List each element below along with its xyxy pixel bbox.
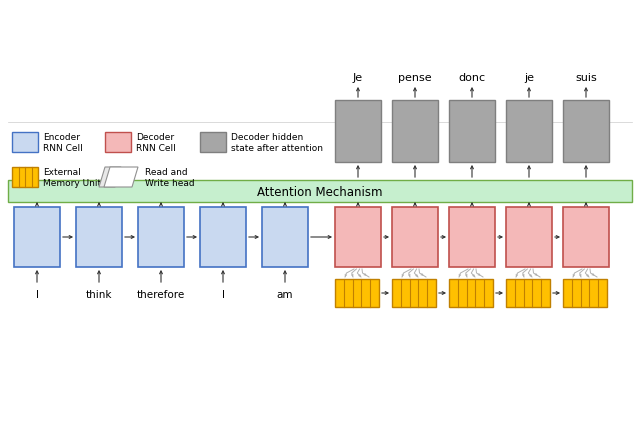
Bar — [392, 101, 438, 163]
Text: Decoder hidden
state after attention: Decoder hidden state after attention — [231, 133, 323, 152]
Bar — [563, 208, 609, 267]
Text: donc: donc — [458, 73, 486, 83]
Bar — [506, 280, 550, 307]
Text: I: I — [35, 289, 38, 299]
Bar — [392, 280, 436, 307]
Bar — [563, 101, 609, 163]
Text: pense: pense — [398, 73, 432, 83]
Text: suis: suis — [575, 73, 597, 83]
Bar — [200, 208, 246, 267]
Bar — [506, 101, 552, 163]
Bar — [14, 208, 60, 267]
Bar — [138, 208, 184, 267]
Polygon shape — [104, 168, 138, 187]
Text: therefore: therefore — [137, 289, 185, 299]
Bar — [12, 168, 38, 187]
Text: Decoder
RNN Cell: Decoder RNN Cell — [136, 133, 176, 152]
Text: Je: Je — [353, 73, 363, 83]
Bar — [335, 280, 379, 307]
Bar — [449, 101, 495, 163]
Bar — [76, 208, 122, 267]
Bar — [200, 133, 226, 153]
Text: think: think — [86, 289, 112, 299]
Bar — [335, 208, 381, 267]
Bar — [8, 181, 632, 203]
Text: am: am — [276, 289, 293, 299]
Text: External
Memory Unit: External Memory Unit — [43, 168, 101, 187]
Bar — [12, 133, 38, 153]
Text: Attention Mechanism: Attention Mechanism — [257, 185, 383, 198]
Bar — [449, 280, 493, 307]
Text: Read and
Write head: Read and Write head — [145, 168, 195, 187]
Bar — [506, 208, 552, 267]
Text: Encoder
RNN Cell: Encoder RNN Cell — [43, 133, 83, 152]
Bar — [449, 208, 495, 267]
Bar — [105, 133, 131, 153]
Bar — [392, 208, 438, 267]
Text: I: I — [221, 289, 225, 299]
Polygon shape — [99, 168, 121, 187]
Bar — [262, 208, 308, 267]
Bar — [335, 101, 381, 163]
Text: je: je — [524, 73, 534, 83]
Bar — [563, 280, 607, 307]
